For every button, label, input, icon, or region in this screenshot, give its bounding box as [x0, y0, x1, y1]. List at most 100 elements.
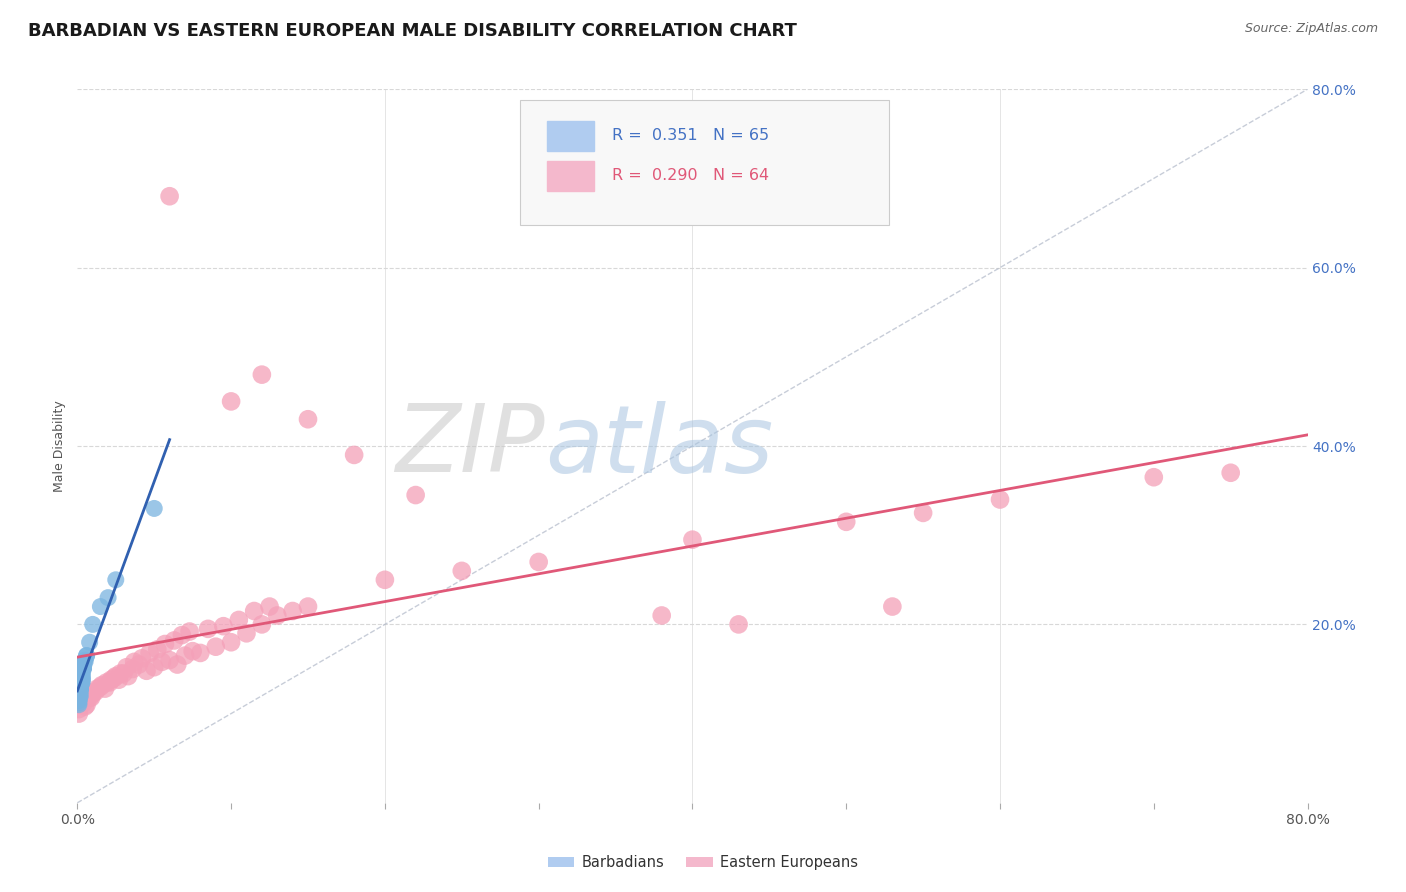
Point	[69, 669, 91, 683]
Point	[138, 646, 160, 660]
Point	[163, 633, 186, 648]
Point	[67, 706, 90, 721]
Point	[259, 599, 281, 614]
Point	[250, 368, 273, 382]
Point	[67, 684, 90, 698]
Point	[104, 573, 127, 587]
Point	[67, 693, 90, 707]
Point	[69, 677, 91, 691]
Point	[882, 599, 904, 614]
Text: R =  0.290   N = 64: R = 0.290 N = 64	[613, 168, 769, 183]
Point	[67, 689, 90, 703]
Point	[727, 617, 749, 632]
Point	[108, 673, 131, 687]
Point	[72, 657, 94, 672]
Point	[96, 675, 118, 690]
Point	[67, 693, 90, 707]
Point	[82, 617, 104, 632]
Point	[174, 648, 197, 663]
Point	[69, 666, 91, 681]
Point	[405, 488, 427, 502]
Point	[450, 564, 472, 578]
Point	[110, 666, 132, 681]
Point	[67, 690, 90, 705]
Point	[89, 599, 111, 614]
Point	[67, 690, 90, 705]
Point	[67, 689, 90, 703]
Point	[1219, 466, 1241, 480]
Point	[67, 681, 90, 696]
Point	[835, 515, 858, 529]
Point	[170, 628, 193, 642]
Point	[67, 698, 90, 712]
Point	[69, 680, 91, 694]
Point	[122, 655, 145, 669]
Point	[988, 492, 1011, 507]
Point	[72, 660, 94, 674]
Point	[70, 666, 93, 681]
Point	[281, 604, 304, 618]
Point	[228, 613, 250, 627]
Point	[73, 699, 96, 714]
Point	[219, 635, 242, 649]
Legend: Barbadians, Eastern Europeans: Barbadians, Eastern Europeans	[543, 849, 863, 876]
Point	[159, 189, 181, 203]
Point	[651, 608, 673, 623]
Point	[527, 555, 550, 569]
Point	[243, 604, 266, 618]
Point	[69, 664, 91, 678]
Point	[70, 669, 93, 683]
Point	[266, 608, 288, 623]
Point	[70, 666, 93, 681]
Point	[179, 624, 201, 639]
FancyBboxPatch shape	[520, 100, 890, 225]
Point	[69, 678, 91, 692]
Point	[69, 680, 91, 694]
Point	[131, 651, 153, 665]
Point	[76, 698, 98, 712]
Point	[235, 626, 257, 640]
Point	[94, 681, 117, 696]
Point	[67, 702, 90, 716]
Point	[146, 642, 169, 657]
Point	[212, 619, 235, 633]
Point	[103, 671, 125, 685]
Point	[69, 681, 91, 696]
Text: Source: ZipAtlas.com: Source: ZipAtlas.com	[1244, 22, 1378, 36]
Point	[197, 622, 219, 636]
Point	[72, 696, 94, 710]
Point	[89, 680, 111, 694]
Point	[343, 448, 366, 462]
Point	[84, 684, 107, 698]
Point	[219, 394, 242, 409]
Point	[135, 664, 157, 678]
Point	[73, 653, 96, 667]
Point	[297, 412, 319, 426]
Point	[250, 617, 273, 632]
Point	[69, 675, 91, 690]
Point	[67, 686, 90, 700]
Point	[67, 687, 90, 701]
Point	[72, 657, 94, 672]
Point	[79, 635, 101, 649]
Point	[70, 673, 93, 687]
Point	[67, 684, 90, 698]
Point	[67, 680, 90, 694]
Point	[159, 653, 181, 667]
Point	[70, 675, 93, 690]
Point	[76, 648, 98, 663]
Point	[297, 599, 319, 614]
Point	[67, 689, 90, 703]
Point	[90, 678, 114, 692]
Point	[70, 673, 93, 687]
Point	[70, 668, 93, 682]
Point	[70, 669, 93, 683]
Point	[72, 662, 94, 676]
Point	[73, 655, 96, 669]
Point	[70, 671, 93, 685]
Point	[97, 591, 120, 605]
Point	[70, 673, 93, 687]
Point	[98, 675, 121, 690]
Point	[121, 662, 143, 676]
Point	[912, 506, 935, 520]
